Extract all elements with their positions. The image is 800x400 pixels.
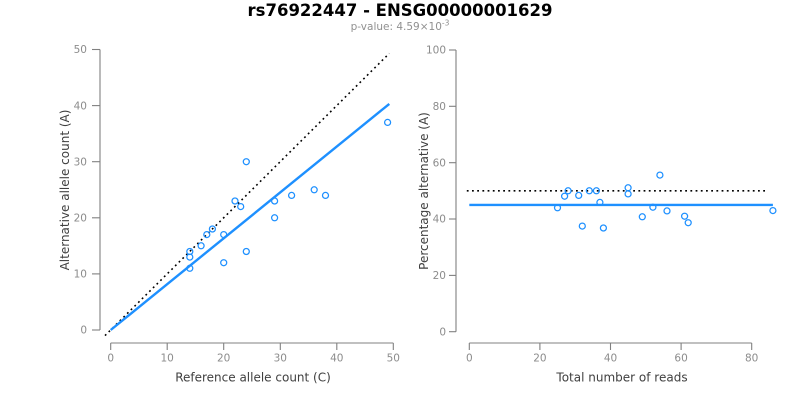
x-tick-label: 20 <box>533 353 546 365</box>
data-point <box>769 206 777 215</box>
data-point <box>383 118 392 127</box>
data-point <box>624 184 632 192</box>
x-tick-label: 60 <box>674 353 687 365</box>
allele-count-scatter-panel: 0 10 20 30 40 50 Reference allele count (C) 0 10… <box>58 44 400 384</box>
x-axis: 0 20 40 60 80 Total number of reads <box>466 342 758 385</box>
data-point <box>592 187 601 195</box>
data-point <box>596 198 604 207</box>
y-axis-title: Percentage alternative (A) <box>417 112 431 270</box>
data-point <box>197 242 205 250</box>
x-axis: 0 10 20 30 40 50 Reference allele count (C) <box>107 342 400 385</box>
data-point <box>624 190 632 198</box>
y-tick-label: 80 <box>433 101 446 113</box>
y-tick-label: 0 <box>439 326 446 338</box>
data-point <box>638 213 646 221</box>
x-axis-title: Total number of reads <box>555 371 687 385</box>
data-point <box>680 212 689 220</box>
y-tick-label: 60 <box>433 157 446 169</box>
data-point <box>663 207 671 215</box>
data-point <box>560 192 569 200</box>
identity-line <box>104 52 390 337</box>
data-point <box>684 219 692 227</box>
data-point <box>270 214 279 222</box>
percentage-reads-scatter-panel: 0 20 40 60 80 Total number of reads 0 20 40 60 80 1… <box>417 45 777 385</box>
data-point <box>656 171 664 179</box>
data-point <box>242 158 250 166</box>
data-point <box>220 259 228 267</box>
y-axis-title: Alternative allele count (A) <box>58 110 72 271</box>
y-tick-label: 40 <box>74 100 87 112</box>
y-tick-label: 50 <box>74 44 87 56</box>
data-point <box>270 197 279 205</box>
y-tick-label: 0 <box>80 325 87 337</box>
x-tick-label: 10 <box>161 353 174 365</box>
x-tick-label: 0 <box>466 353 473 365</box>
x-tick-label: 20 <box>217 353 230 365</box>
plot-subtitle: p-value: 4.59×10-3 <box>0 18 800 33</box>
y-tick-label: 20 <box>433 270 446 282</box>
data-point <box>578 222 586 230</box>
data-point <box>310 186 318 194</box>
y-axis: 0 20 40 60 80 100 Percentage alternative (A) <box>417 45 457 338</box>
plot-title: rs76922447 - ENSG00000001629 <box>247 1 553 20</box>
data-point <box>186 264 194 272</box>
x-tick-label: 40 <box>330 353 343 365</box>
data-point <box>186 253 194 261</box>
x-axis-title: Reference allele count (C) <box>175 371 331 385</box>
x-tick-label: 50 <box>387 353 400 365</box>
y-tick-label: 40 <box>433 214 446 226</box>
data-point <box>585 187 593 195</box>
x-tick-label: 80 <box>745 353 758 365</box>
data-point <box>599 224 608 232</box>
data-point <box>237 202 245 211</box>
data-point <box>208 225 217 233</box>
x-tick-label: 30 <box>274 353 287 365</box>
fit-line <box>109 102 391 331</box>
data-point <box>203 230 211 239</box>
data-point <box>220 230 228 239</box>
data-point <box>287 191 296 200</box>
y-axis: 0 10 20 30 40 50 Alternative allele count (A) <box>58 44 101 337</box>
data-point <box>575 191 583 200</box>
y-tick-label: 20 <box>74 213 87 225</box>
data-point <box>564 187 572 195</box>
data-point <box>553 204 562 212</box>
pvalue-text: p-value: 4.59×10 <box>350 21 442 33</box>
y-tick-label: 10 <box>74 269 87 281</box>
data-point <box>231 197 239 205</box>
x-tick-label: 40 <box>604 353 617 365</box>
data-point <box>649 203 657 211</box>
x-tick-label: 0 <box>107 353 114 365</box>
y-tick-label: 30 <box>74 156 87 168</box>
data-point <box>242 247 250 256</box>
data-point <box>321 191 330 200</box>
pvalue-exponent: -3 <box>441 18 450 28</box>
y-tick-label: 100 <box>426 45 446 57</box>
